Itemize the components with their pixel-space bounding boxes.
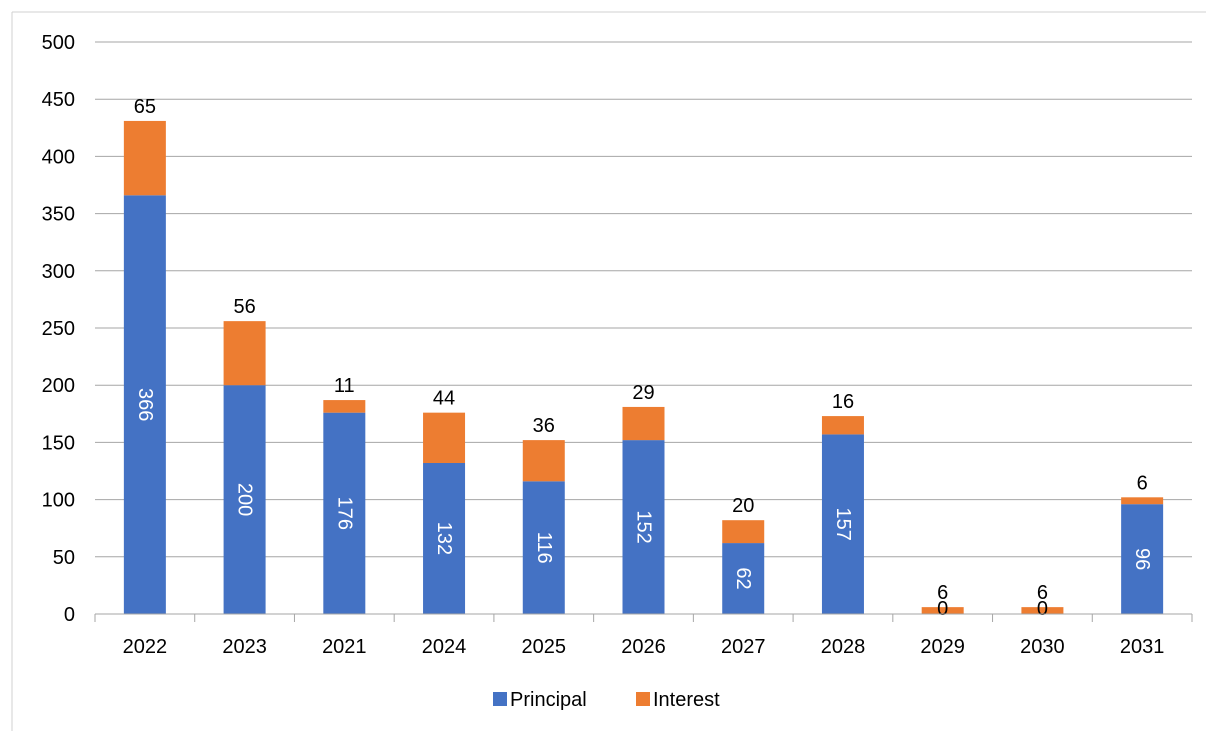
- data-label-interest: 6: [1137, 472, 1148, 494]
- x-tick-label: 2023: [222, 636, 267, 658]
- data-label-principal: 176: [333, 497, 355, 530]
- legend: Principal Interest: [493, 689, 720, 711]
- bar-principal: [123, 195, 166, 614]
- y-tick-label: 0: [64, 604, 75, 626]
- y-tick-label: 350: [42, 204, 75, 226]
- y-tick-label: 200: [42, 375, 75, 397]
- bar-interest: [1021, 607, 1064, 614]
- data-label-interest: 6: [937, 582, 948, 604]
- x-tick-label: 2027: [721, 636, 766, 658]
- bar-interest: [1121, 497, 1164, 505]
- bar-interest: [223, 321, 266, 386]
- bar-principal: [722, 543, 765, 614]
- data-label-principal: 96: [1131, 548, 1153, 570]
- bar-principal: [622, 440, 665, 614]
- y-tick-label: 300: [42, 261, 75, 283]
- bar-principal: [423, 462, 466, 614]
- y-tick-label: 250: [42, 318, 75, 340]
- data-label-principal: 62: [732, 567, 754, 589]
- data-label-principal: 116: [533, 532, 555, 564]
- data-label-interest: 56: [233, 296, 255, 318]
- bar-interest: [622, 406, 665, 441]
- bar-principal: [323, 412, 366, 614]
- bar-principal: [223, 385, 266, 614]
- bars: 366 65 200 56 176 11 132 44 116 36 152 29 62 20 157 16 0…: [123, 96, 1164, 620]
- x-tick-label: 2031: [1120, 636, 1165, 658]
- data-label-interest: 16: [832, 391, 854, 413]
- x-tick-label: 2030: [1020, 636, 1065, 658]
- bar-interest: [522, 440, 565, 482]
- legend-label: Principal: [510, 689, 587, 711]
- bar-interest: [123, 120, 166, 196]
- x-tick-label: 2029: [920, 636, 965, 658]
- bar-principal: [821, 434, 864, 614]
- legend-swatch: [636, 692, 650, 706]
- data-label-principal: 0: [1037, 598, 1048, 620]
- y-tick-label: 450: [42, 89, 75, 111]
- bar-interest: [722, 520, 765, 544]
- bar-principal: [1121, 504, 1164, 614]
- legend-label: Interest: [653, 689, 720, 711]
- y-tick-label: 400: [42, 146, 75, 168]
- chart-frame: [11, 11, 1206, 731]
- y-axis: 0 50 100 150 200 250 300 350 400 450 500: [42, 32, 75, 626]
- y-tick-label: 500: [42, 32, 75, 54]
- data-label-interest: 6: [1037, 582, 1048, 604]
- x-tick-label: 2028: [821, 636, 866, 658]
- x-tick-label: 2025: [522, 636, 567, 658]
- data-label-interest: 36: [533, 415, 555, 437]
- data-label-principal: 157: [832, 508, 854, 541]
- data-label-principal: 0: [937, 598, 948, 620]
- data-label-interest: 11: [334, 375, 355, 397]
- x-tick-label: 2022: [123, 636, 168, 658]
- data-label-interest: 29: [632, 382, 654, 404]
- bar-interest: [821, 416, 864, 435]
- x-tick-label: 2024: [422, 636, 467, 658]
- x-axis: 2022 2023 2021 2024 2025 2026 2027 2028 2029 2030…: [94, 613, 1193, 658]
- data-label-principal: 132: [433, 522, 455, 555]
- bar-principal: [522, 481, 565, 614]
- data-label-interest: 44: [433, 388, 455, 410]
- legend-swatch: [493, 692, 507, 706]
- bar-interest: [323, 400, 366, 413]
- data-label-interest: 20: [732, 495, 754, 517]
- data-label-principal: 200: [234, 483, 256, 516]
- y-tick-label: 50: [53, 547, 75, 569]
- y-tick-label: 100: [42, 490, 75, 512]
- bar-interest: [423, 412, 466, 463]
- data-label-principal: 366: [134, 388, 156, 421]
- y-tick-label: 150: [42, 432, 75, 454]
- x-tick-label: 2021: [322, 636, 367, 658]
- x-tick-label: 2026: [621, 636, 666, 658]
- bar-interest: [921, 607, 964, 614]
- data-label-principal: 152: [633, 510, 655, 543]
- data-label-interest: 65: [134, 96, 156, 118]
